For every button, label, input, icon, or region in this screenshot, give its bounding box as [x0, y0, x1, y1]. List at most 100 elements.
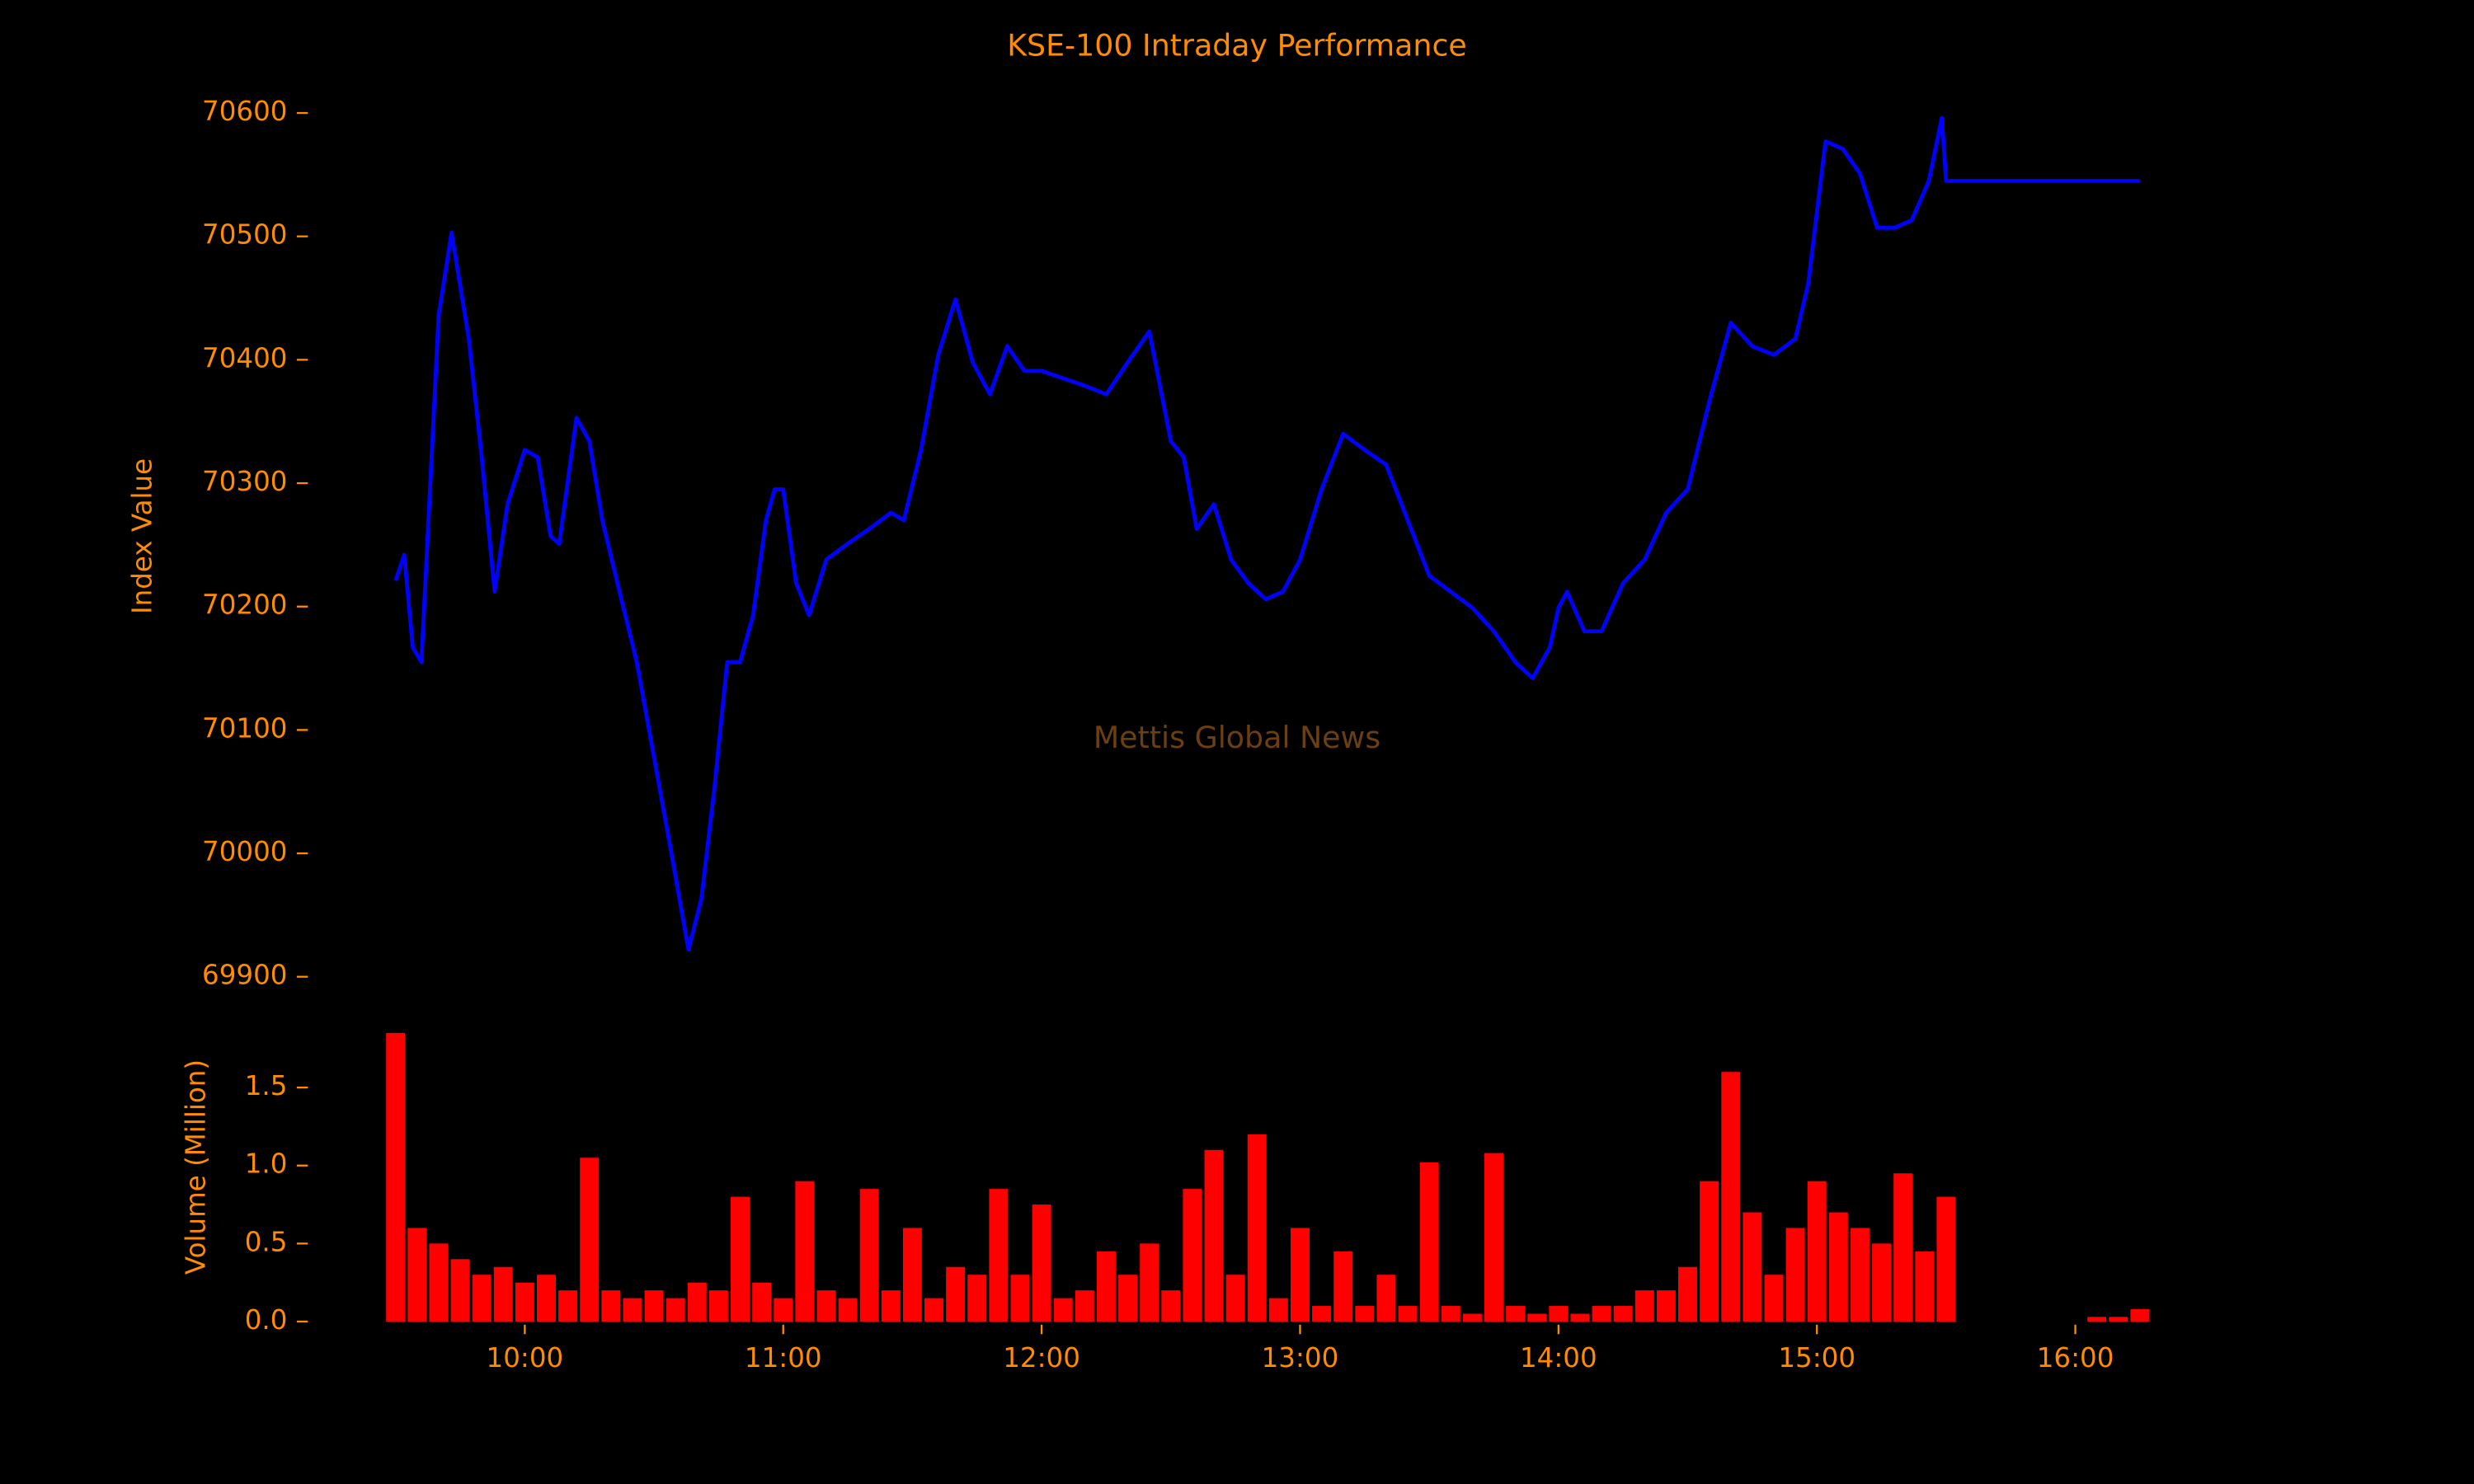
volume-bar: [1785, 1228, 1805, 1322]
y-tick-label: 70600: [202, 96, 287, 127]
y-tick-label: 70500: [202, 219, 287, 251]
volume-bar: [1678, 1266, 1697, 1322]
volume-bar: [1268, 1298, 1288, 1322]
y-tick-label: 1.0: [245, 1148, 288, 1180]
volume-bar: [1549, 1306, 1569, 1322]
volume-bar: [1290, 1228, 1310, 1322]
volume-bar: [1419, 1162, 1439, 1322]
volume-bar: [1592, 1306, 1611, 1322]
volume-bar: [2130, 1308, 2150, 1322]
volume-bar: [558, 1290, 578, 1322]
volume-bar: [386, 1032, 406, 1322]
volume-bar: [1247, 1134, 1267, 1322]
volume-bar: [1484, 1153, 1503, 1322]
volume-bar: [795, 1181, 815, 1322]
y-tick-label: 0.5: [245, 1226, 288, 1257]
volume-bar: [902, 1228, 922, 1322]
volume-bar: [1376, 1275, 1396, 1322]
volume-bar: [1140, 1243, 1159, 1322]
x-tick-label: 11:00: [745, 1342, 822, 1374]
volume-bar: [881, 1290, 901, 1322]
y-tick-label: 1.5: [245, 1070, 288, 1101]
volume-bar: [623, 1298, 642, 1322]
volume-bar: [708, 1290, 728, 1322]
volume-bar: [472, 1275, 492, 1322]
watermark: Mettis Global News: [1094, 720, 1380, 755]
x-tick-label: 15:00: [1778, 1342, 1856, 1374]
volume-bar: [1441, 1306, 1460, 1322]
y-axis-label: Index Value: [126, 458, 158, 614]
volume-bar: [774, 1298, 793, 1322]
volume-bar: [1700, 1181, 1719, 1322]
volume-bar: [1183, 1189, 1202, 1322]
volume-bar: [1312, 1306, 1332, 1322]
volume-bar: [580, 1158, 600, 1322]
y-tick-label: 69900: [202, 960, 287, 991]
volume-bar: [1462, 1313, 1482, 1322]
volume-bar: [1053, 1298, 1073, 1322]
volume-bar: [1527, 1313, 1547, 1322]
volume-bar: [1398, 1306, 1418, 1322]
volume-bar: [967, 1275, 987, 1322]
y-tick-label: 0.0: [245, 1304, 288, 1336]
volume-bar: [1807, 1181, 1827, 1322]
volume-bar: [687, 1282, 707, 1322]
volume-bar: [859, 1189, 879, 1322]
x-tick-label: 16:00: [2037, 1342, 2114, 1374]
x-tick-label: 10:00: [487, 1342, 564, 1374]
volume-bar: [429, 1243, 449, 1322]
volume-bar: [1613, 1306, 1633, 1322]
volume-bar: [946, 1266, 966, 1322]
volume-bar: [838, 1298, 858, 1322]
volume-bar: [1828, 1212, 1848, 1322]
volume-bar: [2109, 1317, 2128, 1322]
y-tick-label: 70100: [202, 712, 287, 744]
volume-bar: [1075, 1290, 1094, 1322]
volume-bar: [1893, 1173, 1913, 1322]
x-tick-label: 14:00: [1520, 1342, 1597, 1374]
volume-bar: [1118, 1275, 1138, 1322]
volume-bar: [1634, 1290, 1654, 1322]
volume-bar: [1096, 1251, 1116, 1322]
volume-bar: [1656, 1290, 1676, 1322]
volume-bar: [1225, 1275, 1245, 1322]
volume-bar: [989, 1189, 1009, 1322]
volume-bar: [924, 1298, 944, 1322]
volume-bar: [1936, 1196, 1956, 1322]
volume-bar: [644, 1290, 664, 1322]
y-tick-label: 70400: [202, 342, 287, 373]
volume-bar: [1161, 1290, 1181, 1322]
volume-bar: [1204, 1149, 1224, 1322]
y-tick-label: 70000: [202, 836, 287, 867]
volume-bar: [1506, 1306, 1526, 1322]
volume-bar: [1872, 1243, 1892, 1322]
x-tick-label: 12:00: [1003, 1342, 1080, 1374]
volume-bar: [537, 1275, 556, 1322]
index-line: [393, 115, 2140, 952]
volume-bar: [1010, 1275, 1030, 1322]
volume-bar: [450, 1259, 470, 1322]
volume-bar: [1570, 1313, 1590, 1322]
volume-bar: [407, 1228, 427, 1322]
x-tick-label: 13:00: [1262, 1342, 1339, 1374]
volume-bar: [515, 1282, 534, 1322]
y-tick-label: 70300: [202, 466, 287, 497]
volume-bar: [493, 1266, 513, 1322]
volume-bar: [1333, 1251, 1353, 1322]
volume-bar: [666, 1298, 685, 1322]
y-tick-label: 70200: [202, 589, 287, 621]
volume-bar: [1850, 1228, 1870, 1322]
volume-bar: [816, 1290, 836, 1322]
volume-bar: [1764, 1275, 1784, 1322]
volume-bar: [731, 1196, 750, 1322]
chart-title: KSE-100 Intraday Performance: [1007, 27, 1467, 63]
volume-bar: [1915, 1251, 1935, 1322]
y-axis-label: Volume (Million): [180, 1059, 211, 1275]
volume-bar: [1721, 1072, 1741, 1322]
volume-bar: [2087, 1317, 2107, 1322]
volume-bar: [752, 1282, 772, 1322]
volume-bar: [601, 1290, 621, 1322]
volume-bar: [1355, 1306, 1375, 1322]
